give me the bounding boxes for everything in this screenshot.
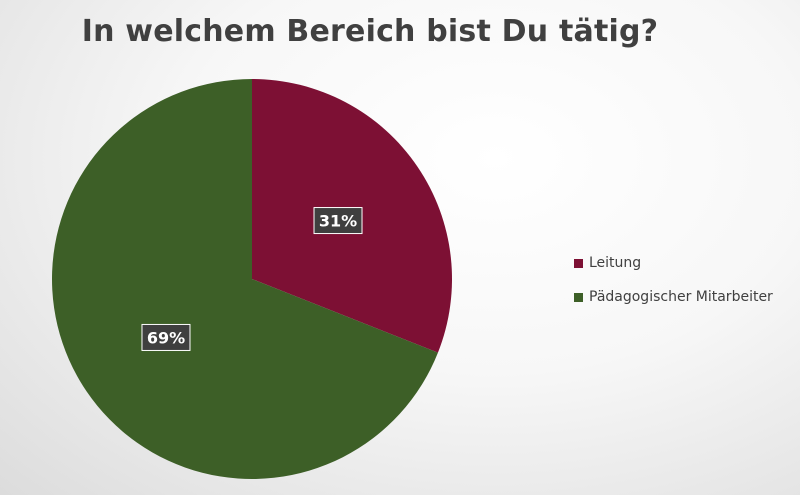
data-label-leitung: 31%	[313, 207, 363, 235]
legend-swatch-paedagogischer-mitarbeiter	[574, 292, 583, 302]
pie-data-labels: 31% 69%	[141, 207, 363, 351]
chart-title: In welchem Bereich bist Du tätig?	[81, 14, 659, 49]
legend-label-paedagogischer-mitarbeiter: Pädagogischer Mitarbeiter	[589, 289, 773, 305]
pie-slices	[51, 79, 453, 479]
legend-swatch-leitung	[574, 258, 583, 268]
legend-label-leitung: Leitung	[589, 255, 642, 271]
pie-slice-paedagogischer-mitarbeiter	[51, 79, 438, 479]
svg-text:69%: 69%	[147, 328, 185, 347]
legend-item-paedagogischer-mitarbeiter: Pädagogischer Mitarbeiter	[574, 286, 773, 308]
legend-item-leitung: Leitung	[574, 252, 773, 274]
legend: Leitung Pädagogischer Mitarbeiter	[574, 252, 773, 320]
data-label-paedagogischer-mitarbeiter: 69%	[141, 323, 191, 351]
svg-text:31%: 31%	[319, 212, 357, 231]
